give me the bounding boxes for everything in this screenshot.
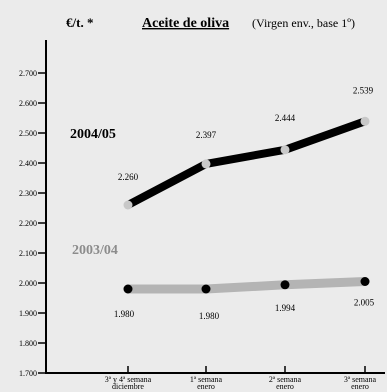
data-point <box>360 277 370 286</box>
y-tick-label: 2.700 <box>19 69 37 78</box>
data-label: 2.005 <box>354 298 375 308</box>
series-0: 2.260 2.397 2.444 2.539 2004/05 <box>70 85 374 210</box>
data-label: 2.260 <box>118 172 139 182</box>
series-line <box>124 117 369 209</box>
data-point <box>123 284 133 294</box>
data-label: 2.397 <box>196 130 217 140</box>
data-point <box>360 116 370 126</box>
series-name-label: 2004/05 <box>70 127 116 142</box>
y-tick-label: 1.900 <box>19 309 37 318</box>
series-name-label: 2003/04 <box>72 243 118 258</box>
y-tick-label: 2.100 <box>19 249 37 258</box>
x-tick-label: diciembre <box>112 382 144 391</box>
y-tick-label: 2.600 <box>19 99 37 108</box>
data-point <box>201 284 211 294</box>
x-tick-label: 3ª y 4ª semana <box>105 375 152 384</box>
data-label: 1.980 <box>199 311 220 321</box>
data-point <box>280 280 290 290</box>
data-label: 1.994 <box>275 303 296 313</box>
data-label: 2.444 <box>275 113 296 123</box>
chart-title: Aceite de oliva <box>142 16 229 31</box>
data-label: 2.539 <box>353 85 374 95</box>
series-1: 1.980 1.980 1.994 2.005 2003/04 <box>72 243 375 321</box>
y-tick-label: 2.300 <box>19 189 37 198</box>
x-tick-label: enero <box>197 382 215 391</box>
y-tick-label: 2.400 <box>19 159 37 168</box>
x-tick-label: 2ª semana <box>269 375 302 384</box>
data-point <box>123 200 133 210</box>
series-line <box>123 277 370 294</box>
x-tick-label: 1ª semana <box>190 375 223 384</box>
y-tick-label: 2.200 <box>19 219 37 228</box>
unit-label: €/t. * <box>66 15 93 30</box>
y-tick-label: 1.700 <box>19 369 37 378</box>
y-tick-label: 1.800 <box>19 339 37 348</box>
y-tick-label: 2.000 <box>19 279 37 288</box>
data-point <box>201 159 211 169</box>
chart-subtitle: (Virgen env., base 1º) <box>252 16 355 30</box>
data-label: 1.980 <box>114 309 135 319</box>
x-tick-label: enero <box>351 382 369 391</box>
x-tick-label: enero <box>276 382 294 391</box>
x-tick-label: 3ª semana <box>344 375 377 384</box>
data-point <box>280 145 290 155</box>
y-tick-label: 2.500 <box>19 129 37 138</box>
